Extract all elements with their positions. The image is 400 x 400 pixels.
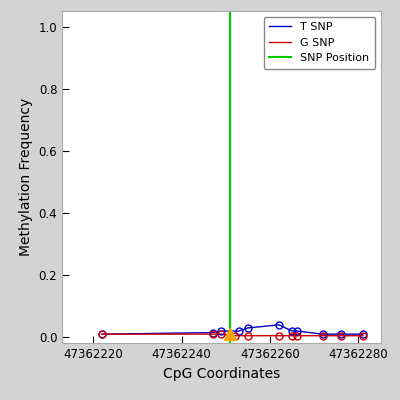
X-axis label: CpG Coordinates: CpG Coordinates — [163, 367, 280, 381]
Y-axis label: Methylation Frequency: Methylation Frequency — [19, 98, 33, 256]
Legend: T SNP, G SNP, SNP Position: T SNP, G SNP, SNP Position — [264, 17, 375, 69]
